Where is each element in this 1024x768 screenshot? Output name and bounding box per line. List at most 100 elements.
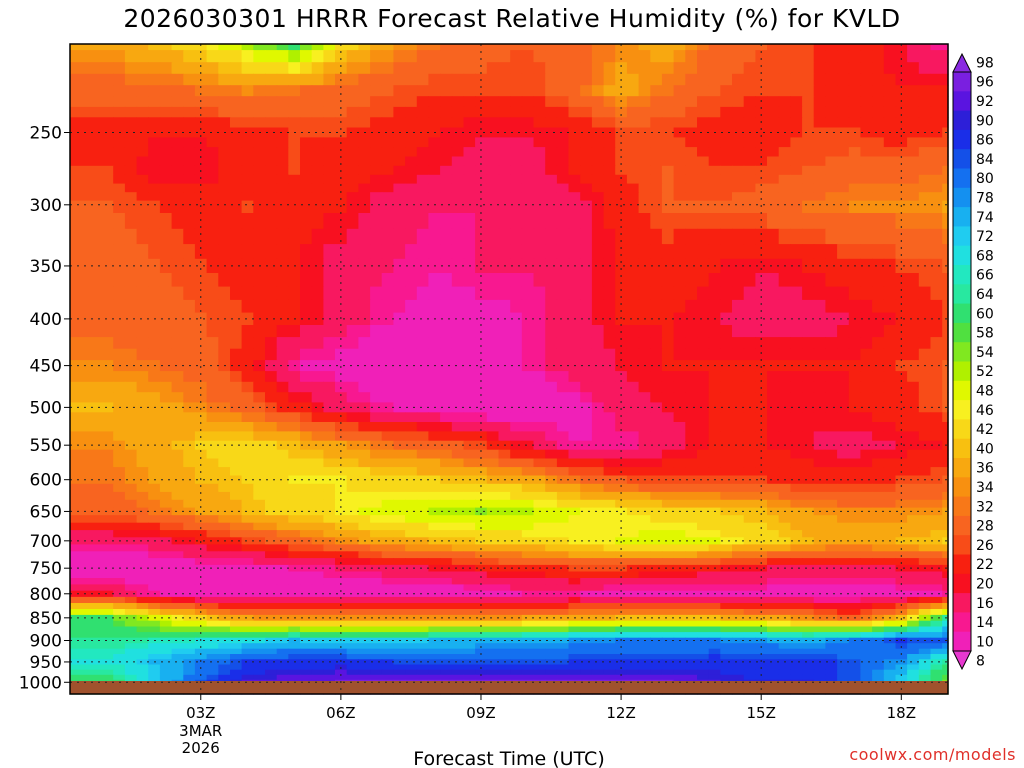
heatmap-cell (183, 643, 196, 650)
heatmap-cell (451, 571, 465, 579)
heatmap-cell (907, 85, 920, 97)
heatmap-cell (685, 431, 698, 442)
heatmap-cell (346, 62, 359, 75)
heatmap-cell (136, 348, 149, 361)
heatmap-cell (837, 648, 850, 655)
heatmap-cell (510, 499, 523, 509)
heatmap-cell (486, 258, 500, 274)
heatmap-cell (171, 147, 184, 158)
heatmap-cell (895, 200, 908, 214)
heatmap-cell (673, 632, 686, 639)
heatmap-cell (860, 73, 873, 86)
heatmap-cell (942, 467, 949, 477)
heatmap-cell (942, 325, 949, 338)
heatmap-cell (837, 96, 850, 108)
heatmap-cell (650, 590, 663, 598)
heatmap-cell (732, 422, 745, 432)
heatmap-cell (533, 96, 546, 108)
heatmap-cell (206, 491, 219, 501)
heatmap-cell (860, 392, 873, 403)
heatmap-cell (206, 522, 219, 531)
heatmap-cell (883, 165, 897, 176)
heatmap-cell (930, 620, 943, 627)
heatmap-cell (697, 147, 710, 158)
heatmap-cell (311, 491, 324, 501)
heatmap-cell (124, 174, 138, 185)
heatmap-cell (778, 62, 791, 75)
heatmap-cell (661, 584, 675, 592)
heatmap-cell (860, 174, 873, 185)
heatmap-cell (381, 312, 394, 326)
heatmap-cell (311, 654, 324, 660)
heatmap-cell (673, 392, 686, 403)
heatmap-cell (194, 491, 208, 501)
heatmap-cell (615, 522, 628, 531)
heatmap-cell (475, 412, 488, 423)
heatmap-cell (626, 530, 640, 538)
heatmap-cell (451, 273, 465, 288)
heatmap-cell (370, 571, 383, 579)
heatmap-cell (393, 192, 406, 202)
heatmap-cell (300, 431, 313, 442)
heatmap-cell (778, 544, 791, 552)
heatmap-cell (591, 348, 605, 361)
heatmap-cell (265, 603, 278, 610)
heatmap-cell (451, 659, 465, 666)
heatmap-cell (311, 515, 324, 524)
heatmap-cell (825, 558, 838, 566)
heatmap-cell (416, 325, 430, 338)
heatmap-cell (638, 147, 651, 158)
heatmap-cell (907, 412, 920, 423)
heatmap-cell (218, 117, 231, 129)
heatmap-cell (930, 440, 943, 451)
heatmap-cell (638, 626, 651, 633)
heatmap-cell (498, 165, 511, 176)
heatmap-cell (732, 590, 745, 598)
heatmap-cell (136, 371, 149, 383)
heatmap-cell (416, 571, 430, 579)
heatmap-cell (136, 381, 149, 393)
heatmap-cell (755, 402, 768, 413)
heatmap-cell (265, 228, 278, 245)
heatmap-cell (720, 392, 733, 403)
heatmap-cell (661, 431, 675, 442)
heatmap-cell (475, 258, 488, 274)
heatmap-cell (323, 85, 336, 97)
heatmap-cell (556, 117, 570, 129)
heatmap-cell (661, 590, 675, 598)
heatmap-cell (370, 137, 383, 148)
heatmap-cell (230, 213, 243, 230)
heatmap-cell (113, 371, 126, 383)
heatmap-cell (650, 50, 663, 63)
heatmap-cell (206, 183, 219, 193)
heatmap-cell (825, 584, 838, 592)
heatmap-cell (743, 165, 756, 176)
heatmap-cell (265, 483, 278, 493)
heatmap-cell (685, 654, 698, 660)
heatmap-cell (778, 174, 791, 185)
heatmap-cell (790, 603, 803, 610)
heatmap-cell (428, 228, 441, 245)
heatmap-cell (767, 626, 780, 633)
heatmap-cell (895, 483, 908, 493)
heatmap-cell (942, 174, 949, 185)
heatmap-cell (918, 192, 932, 202)
heatmap-cell (942, 632, 949, 639)
heatmap-cell (802, 200, 815, 214)
heatmap-cell (673, 147, 686, 158)
heatmap-cell (615, 440, 628, 451)
heatmap-cell (685, 412, 698, 423)
heatmap-cell (825, 137, 838, 148)
heatmap-cell (171, 449, 184, 460)
heatmap-cell (124, 85, 138, 97)
heatmap-cell (265, 507, 278, 516)
heatmap-cell (206, 286, 219, 301)
heatmap-cell (650, 402, 663, 413)
heatmap-cell (930, 286, 943, 301)
heatmap-cell (370, 85, 383, 97)
heatmap-cell (556, 244, 570, 260)
heatmap-cell (848, 85, 862, 97)
heatmap-cell (241, 558, 254, 566)
heatmap-cell (335, 106, 348, 118)
heatmap-cell (930, 258, 943, 274)
